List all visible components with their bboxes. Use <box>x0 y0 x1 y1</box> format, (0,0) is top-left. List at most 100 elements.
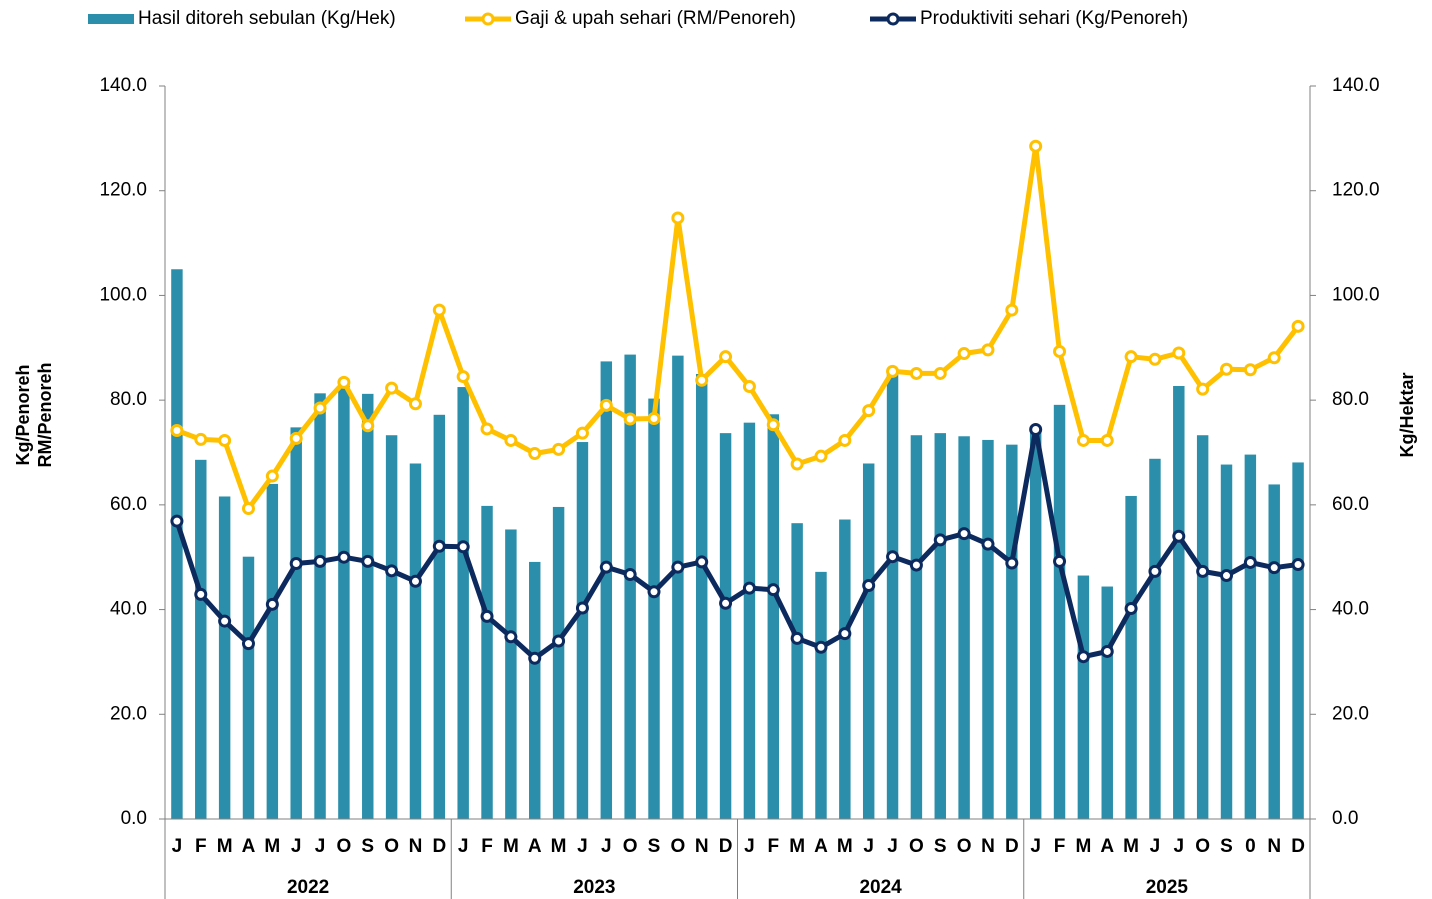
line-marker <box>385 381 399 395</box>
bar <box>910 435 923 819</box>
y-tick-label: 60.0 <box>110 494 147 515</box>
legend-label: Gaji & upah sehari (RM/Penoreh) <box>515 8 796 29</box>
line-marker <box>194 432 208 446</box>
line-marker <box>1100 433 1114 447</box>
line-marker <box>790 457 804 471</box>
line-marker <box>862 578 876 592</box>
line-marker <box>432 303 446 317</box>
x-tick-label: F <box>481 836 493 857</box>
bar <box>672 355 684 819</box>
x-tick-label: S <box>1220 836 1233 857</box>
line-marker <box>599 398 613 412</box>
bar <box>505 529 517 819</box>
bar <box>1006 444 1018 819</box>
line-marker <box>1220 362 1234 376</box>
bar <box>338 384 350 819</box>
legend-swatch <box>88 14 134 24</box>
line-marker <box>456 370 470 384</box>
x-tick-label: O <box>670 836 685 857</box>
line-marker <box>1291 319 1305 333</box>
bar <box>815 571 827 819</box>
x-tick-label: F <box>767 836 779 857</box>
x-tick-label: J <box>315 836 326 857</box>
y2-tick-label: 140.0 <box>1332 75 1380 96</box>
line-marker <box>886 364 900 378</box>
line-marker <box>265 469 279 483</box>
line-marker <box>337 550 351 564</box>
line-marker <box>432 539 446 553</box>
bar <box>839 519 851 819</box>
line-marker <box>218 433 232 447</box>
line-marker <box>504 630 518 644</box>
y2-tick-label: 80.0 <box>1332 389 1369 410</box>
bar <box>1029 431 1042 819</box>
line-marker <box>695 373 709 387</box>
line-marker <box>1267 351 1281 365</box>
x-group-label: 2023 <box>573 877 615 898</box>
bar <box>1173 386 1185 819</box>
line-marker <box>909 366 923 380</box>
bar <box>433 414 446 819</box>
line-marker <box>671 211 685 225</box>
line-marker <box>241 637 255 651</box>
line-marker <box>1005 556 1019 570</box>
line-marker <box>1196 382 1210 396</box>
bar <box>481 505 493 819</box>
line-marker <box>1243 555 1257 569</box>
line-marker <box>1076 650 1090 664</box>
line-marker <box>480 422 494 436</box>
legend-label: Produktiviti sehari (Kg/Penoreh) <box>920 8 1188 29</box>
line-marker <box>719 350 733 364</box>
bar <box>1101 586 1113 819</box>
x-tick-label: S <box>648 836 661 857</box>
bar <box>767 414 780 819</box>
x-group-label: 2022 <box>287 877 329 898</box>
bar <box>982 439 994 819</box>
y2-tick-label: 120.0 <box>1332 180 1380 201</box>
x-tick-label: F <box>195 836 207 857</box>
x-tick-label: M <box>551 836 567 857</box>
line-marker <box>1053 554 1067 568</box>
x-tick-label: M <box>1075 836 1091 857</box>
bar <box>743 422 756 819</box>
x-tick-label: J <box>172 836 183 857</box>
bar <box>195 459 207 819</box>
bar <box>791 523 803 819</box>
y-tick-label: 140.0 <box>99 75 147 96</box>
line-marker <box>1291 558 1305 572</box>
line-marker <box>456 540 470 554</box>
line-marker <box>408 397 422 411</box>
line-marker <box>552 634 566 648</box>
y2-tick-label: 40.0 <box>1332 599 1369 620</box>
line-marker <box>289 431 303 445</box>
line-marker <box>1148 352 1162 366</box>
line-marker <box>385 564 399 578</box>
line-marker <box>599 560 613 574</box>
line-marker <box>241 502 255 516</box>
x-tick-label: D <box>432 836 446 857</box>
y2-tick-label: 0.0 <box>1332 808 1358 829</box>
line-marker <box>695 555 709 569</box>
x-tick-label: J <box>601 836 612 857</box>
bar <box>1053 404 1066 819</box>
line-marker <box>981 343 995 357</box>
bar <box>362 393 374 819</box>
x-tick-label: A <box>242 836 256 857</box>
line-marker <box>766 583 780 597</box>
x-tick-label: O <box>909 836 924 857</box>
x-tick-label: N <box>981 836 995 857</box>
x-tick-label: M <box>264 836 280 857</box>
line-marker <box>480 609 494 623</box>
line-marker <box>766 418 780 432</box>
bar <box>457 387 469 819</box>
x-tick-label: J <box>458 836 469 857</box>
line-marker <box>337 375 351 389</box>
line-marker <box>647 585 661 599</box>
line-marker <box>575 426 589 440</box>
bar <box>1077 575 1090 819</box>
line-marker <box>719 596 733 610</box>
bar <box>648 398 660 819</box>
bar <box>934 433 946 819</box>
bar <box>171 269 183 819</box>
